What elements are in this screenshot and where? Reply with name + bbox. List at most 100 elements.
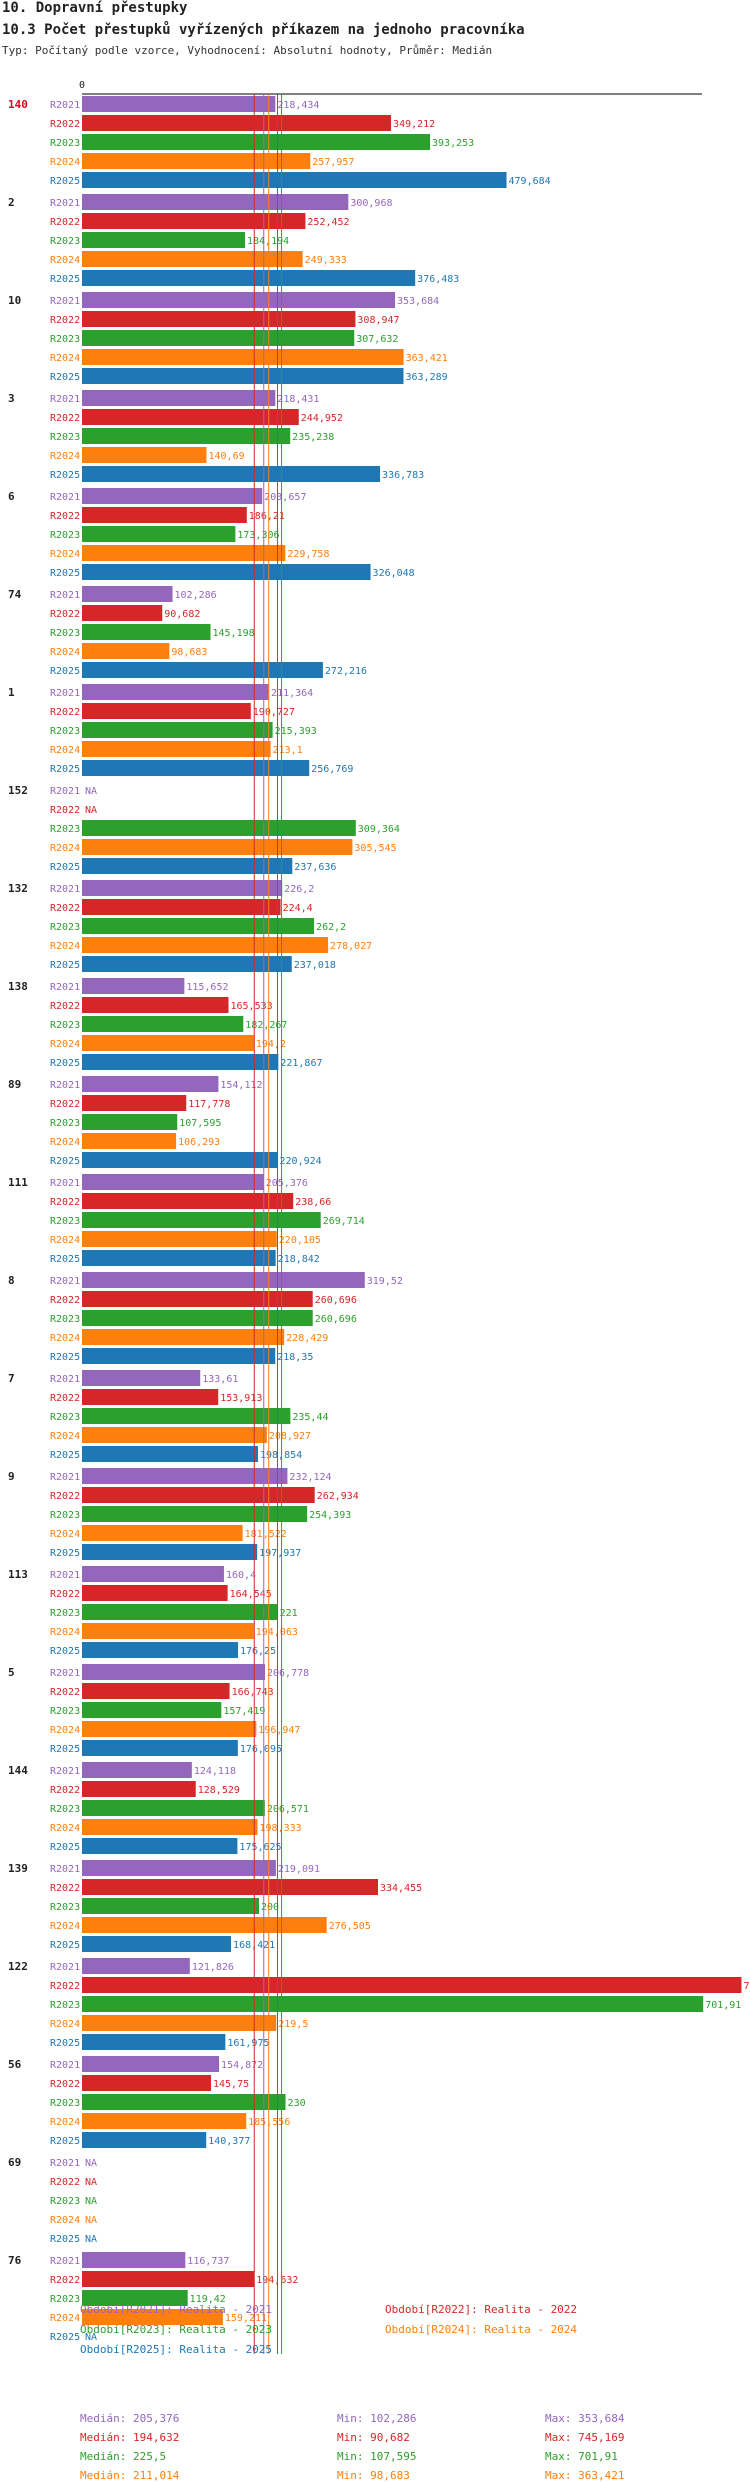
- value-label-111-R2024: 220,105: [279, 1235, 321, 1246]
- series-label-R2024: R2024: [50, 1333, 80, 1344]
- bar-152-R2024: [82, 839, 353, 855]
- series-label-R2025: R2025: [50, 2234, 80, 2245]
- series-label-R2024: R2024: [50, 745, 80, 756]
- na-label: NA: [85, 2332, 97, 2343]
- series-label-R2022: R2022: [50, 1295, 80, 1306]
- value-label-89-R2024: 106,293: [178, 1137, 220, 1148]
- series-label-R2024: R2024: [50, 1431, 80, 1442]
- bar-76-R2021: [82, 2252, 186, 2268]
- bar-10-R2023: [82, 330, 355, 346]
- series-label-R2021: R2021: [50, 1766, 80, 1777]
- value-label-8-R2024: 228,429: [286, 1333, 328, 1344]
- series-label-R2024: R2024: [50, 157, 80, 168]
- bar-9-R2023: [82, 1506, 308, 1522]
- series-label-R2025: R2025: [50, 862, 80, 873]
- series-label-R2021: R2021: [50, 2060, 80, 2071]
- value-label-113-R2022: 164,545: [230, 1589, 272, 1600]
- bar-89-R2022: [82, 1095, 187, 1111]
- series-label-R2025: R2025: [50, 1254, 80, 1265]
- value-label-6-R2025: 326,048: [373, 568, 415, 579]
- bar-111-R2021: [82, 1174, 264, 1190]
- value-label-113-R2021: 160,4: [226, 1570, 256, 1581]
- group-label-10: 10: [8, 294, 21, 307]
- bar-111-R2025: [82, 1250, 276, 1266]
- bar-152-R2023: [82, 820, 356, 836]
- group-label-113: 113: [8, 1568, 28, 1581]
- value-label-111-R2023: 269,714: [323, 1216, 365, 1227]
- bar-3-R2021: [82, 390, 276, 406]
- bar-89-R2024: [82, 1133, 177, 1149]
- series-label-R2025: R2025: [50, 1450, 80, 1461]
- value-label-5-R2021: 206,778: [267, 1668, 309, 1679]
- series-label-R2021: R2021: [50, 982, 80, 993]
- bar-113-R2022: [82, 1585, 228, 1601]
- value-label-1-R2025: 256,769: [311, 764, 353, 775]
- bar-138-R2023: [82, 1016, 244, 1032]
- series-label-R2021: R2021: [50, 1472, 80, 1483]
- bar-113-R2024: [82, 1623, 254, 1639]
- group-label-7: 7: [8, 1372, 15, 1385]
- value-label-122-R2024: 219,5: [278, 2019, 308, 2030]
- bar-113-R2023: [82, 1604, 278, 1620]
- bar-8-R2025: [82, 1348, 276, 1364]
- group-label-5: 5: [8, 1666, 15, 1679]
- series-label-R2021: R2021: [50, 1570, 80, 1581]
- bar-56-R2025: [82, 2132, 207, 2148]
- group-label-139: 139: [8, 1862, 28, 1875]
- value-label-76-R2024: 159,211: [225, 2313, 267, 2324]
- series-label-R2023: R2023: [50, 628, 80, 639]
- series-label-R2023: R2023: [50, 726, 80, 737]
- value-label-9-R2022: 262,934: [317, 1491, 359, 1502]
- value-label-152-R2025: 237,636: [294, 862, 336, 873]
- series-label-R2021: R2021: [50, 296, 80, 307]
- value-label-111-R2022: 238,66: [295, 1197, 331, 1208]
- value-label-9-R2023: 254,393: [309, 1510, 351, 1521]
- value-label-74-R2023: 145,198: [213, 628, 255, 639]
- series-label-R2023: R2023: [50, 1902, 80, 1913]
- series-label-R2025: R2025: [50, 960, 80, 971]
- bar-139-R2022: [82, 1879, 378, 1895]
- series-label-R2025: R2025: [50, 568, 80, 579]
- bar-9-R2021: [82, 1468, 288, 1484]
- value-label-7-R2023: 235,44: [292, 1412, 328, 1423]
- bar-122-R2021: [82, 1958, 190, 1974]
- value-label-74-R2024: 98,683: [171, 647, 207, 658]
- bar-74-R2023: [82, 624, 211, 640]
- value-label-138-R2023: 182,267: [245, 1020, 287, 1031]
- value-label-140-R2021: 218,434: [277, 100, 319, 111]
- series-label-R2022: R2022: [50, 1981, 80, 1992]
- series-label-R2024: R2024: [50, 2019, 80, 2030]
- series-label-R2022: R2022: [50, 1001, 80, 1012]
- bar-8-R2023: [82, 1310, 313, 1326]
- bar-6-R2024: [82, 545, 286, 561]
- series-label-R2021: R2021: [50, 590, 80, 601]
- bar-3-R2022: [82, 409, 299, 425]
- series-label-R2024: R2024: [50, 1627, 80, 1638]
- bar-56-R2023: [82, 2094, 286, 2110]
- na-label: NA: [85, 2158, 97, 2169]
- value-label-139-R2021: 219,091: [278, 1864, 320, 1875]
- value-label-89-R2022: 117,778: [188, 1099, 230, 1110]
- bar-76-R2024: [82, 2309, 223, 2325]
- series-label-R2023: R2023: [50, 2098, 80, 2109]
- bar-6-R2022: [82, 507, 247, 523]
- series-label-R2024: R2024: [50, 1921, 80, 1932]
- series-label-R2024: R2024: [50, 941, 80, 952]
- bar-138-R2022: [82, 997, 229, 1013]
- value-label-140-R2022: 349,212: [393, 119, 435, 130]
- series-label-R2022: R2022: [50, 217, 80, 228]
- value-label-1-R2023: 215,393: [275, 726, 317, 737]
- value-label-7-R2022: 153,913: [220, 1393, 262, 1404]
- series-label-R2022: R2022: [50, 1393, 80, 1404]
- series-label-R2025: R2025: [50, 1548, 80, 1559]
- series-label-R2022: R2022: [50, 1785, 80, 1796]
- series-label-R2022: R2022: [50, 1491, 80, 1502]
- value-label-56-R2025: 140,377: [208, 2136, 250, 2147]
- value-label-132-R2025: 237,018: [294, 960, 336, 971]
- series-label-R2021: R2021: [50, 1178, 80, 1189]
- value-label-7-R2021: 133,61: [202, 1374, 238, 1385]
- group-label-138: 138: [8, 980, 28, 993]
- bar-10-R2024: [82, 349, 404, 365]
- bar-139-R2024: [82, 1917, 327, 1933]
- series-label-R2021: R2021: [50, 2256, 80, 2267]
